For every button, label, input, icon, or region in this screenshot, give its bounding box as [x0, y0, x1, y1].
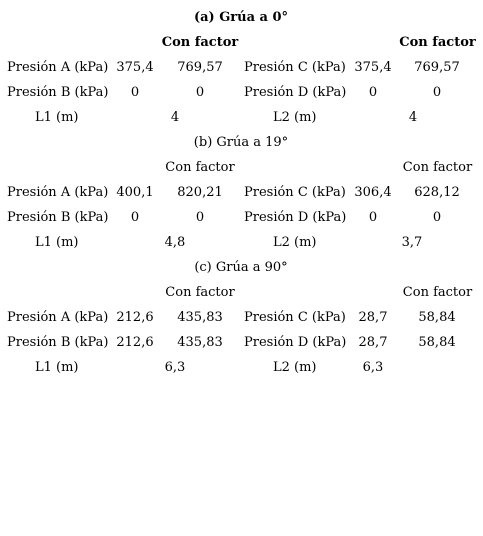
pressure-b-factor: 435,83: [177, 335, 223, 350]
pressure-a-label: Presión A (kPa): [7, 60, 109, 75]
pressure-d-value: 0: [368, 85, 378, 100]
section-title: (c) Grúa a 90°: [194, 260, 288, 275]
pressure-c-factor: 769,57: [414, 60, 460, 75]
pressure-b-value: 0: [130, 210, 140, 225]
pressure-b-factor: 0: [195, 85, 205, 100]
section-title: (a) Grúa a 0°: [193, 10, 289, 25]
pressure-c-value: 375,4: [354, 60, 392, 75]
pressure-b-value: 212,6: [116, 335, 154, 350]
pressure-a-factor: 769,57: [177, 60, 223, 75]
length-l2-value: 6,3: [362, 360, 384, 375]
pressure-b-label: Presión B (kPa): [7, 85, 109, 100]
pressure-c-label: Presión C (kPa): [244, 310, 346, 325]
factor-header-right: Con factor: [402, 285, 473, 300]
pressure-b-label: Presión B (kPa): [7, 335, 109, 350]
length-l1-label: L1 (m): [35, 360, 79, 375]
pressure-d-label: Presión D (kPa): [244, 210, 347, 225]
length-l2-label: L2 (m): [273, 360, 317, 375]
factor-header-left: Con factor: [165, 160, 235, 175]
pressure-d-value: 28,7: [358, 335, 388, 350]
pressure-c-value: 28,7: [358, 310, 388, 325]
pressure-b-label: Presión B (kPa): [7, 210, 109, 225]
length-l1-value: 4,8: [164, 235, 186, 250]
pressure-d-factor: 0: [432, 210, 442, 225]
pressure-d-factor: 58,84: [418, 335, 456, 350]
pressure-c-value: 306,4: [354, 185, 392, 200]
pressure-a-value: 212,6: [116, 310, 154, 325]
factor-header-left: Con factor: [165, 285, 235, 300]
pressure-a-label: Presión A (kPa): [7, 310, 109, 325]
length-l2-label: L2 (m): [273, 235, 317, 250]
length-l1-label: L1 (m): [35, 110, 79, 125]
length-l1-value: 4: [170, 110, 180, 125]
pressure-c-label: Presión C (kPa): [244, 60, 346, 75]
pressure-c-label: Presión C (kPa): [244, 185, 346, 200]
length-l1-label: L1 (m): [35, 235, 79, 250]
pressure-a-value: 375,4: [116, 60, 154, 75]
pressure-c-factor: 628,12: [414, 185, 460, 200]
length-l1-value: 6,3: [164, 360, 186, 375]
pressure-d-value: 0: [368, 210, 378, 225]
factor-header-right: Con factor: [399, 35, 476, 50]
factor-header-right: Con factor: [402, 160, 473, 175]
pressure-c-factor: 58,84: [418, 310, 456, 325]
pressure-a-value: 400,1: [116, 185, 154, 200]
factor-header-left: Con factor: [161, 35, 239, 50]
length-l2-value: 4: [408, 110, 418, 125]
pressure-a-label: Presión A (kPa): [7, 185, 109, 200]
section-title: (b) Grúa a 19°: [193, 135, 289, 150]
pressure-b-factor: 0: [195, 210, 205, 225]
pressure-a-factor: 435,83: [177, 310, 223, 325]
pressure-b-value: 0: [130, 85, 140, 100]
pressure-d-label: Presión D (kPa): [244, 335, 347, 350]
length-l2-value: 3,7: [401, 235, 423, 250]
pressure-a-factor: 820,21: [177, 185, 223, 200]
pressure-d-factor: 0: [432, 85, 442, 100]
length-l2-label: L2 (m): [273, 110, 317, 125]
pressure-d-label: Presión D (kPa): [244, 85, 347, 100]
